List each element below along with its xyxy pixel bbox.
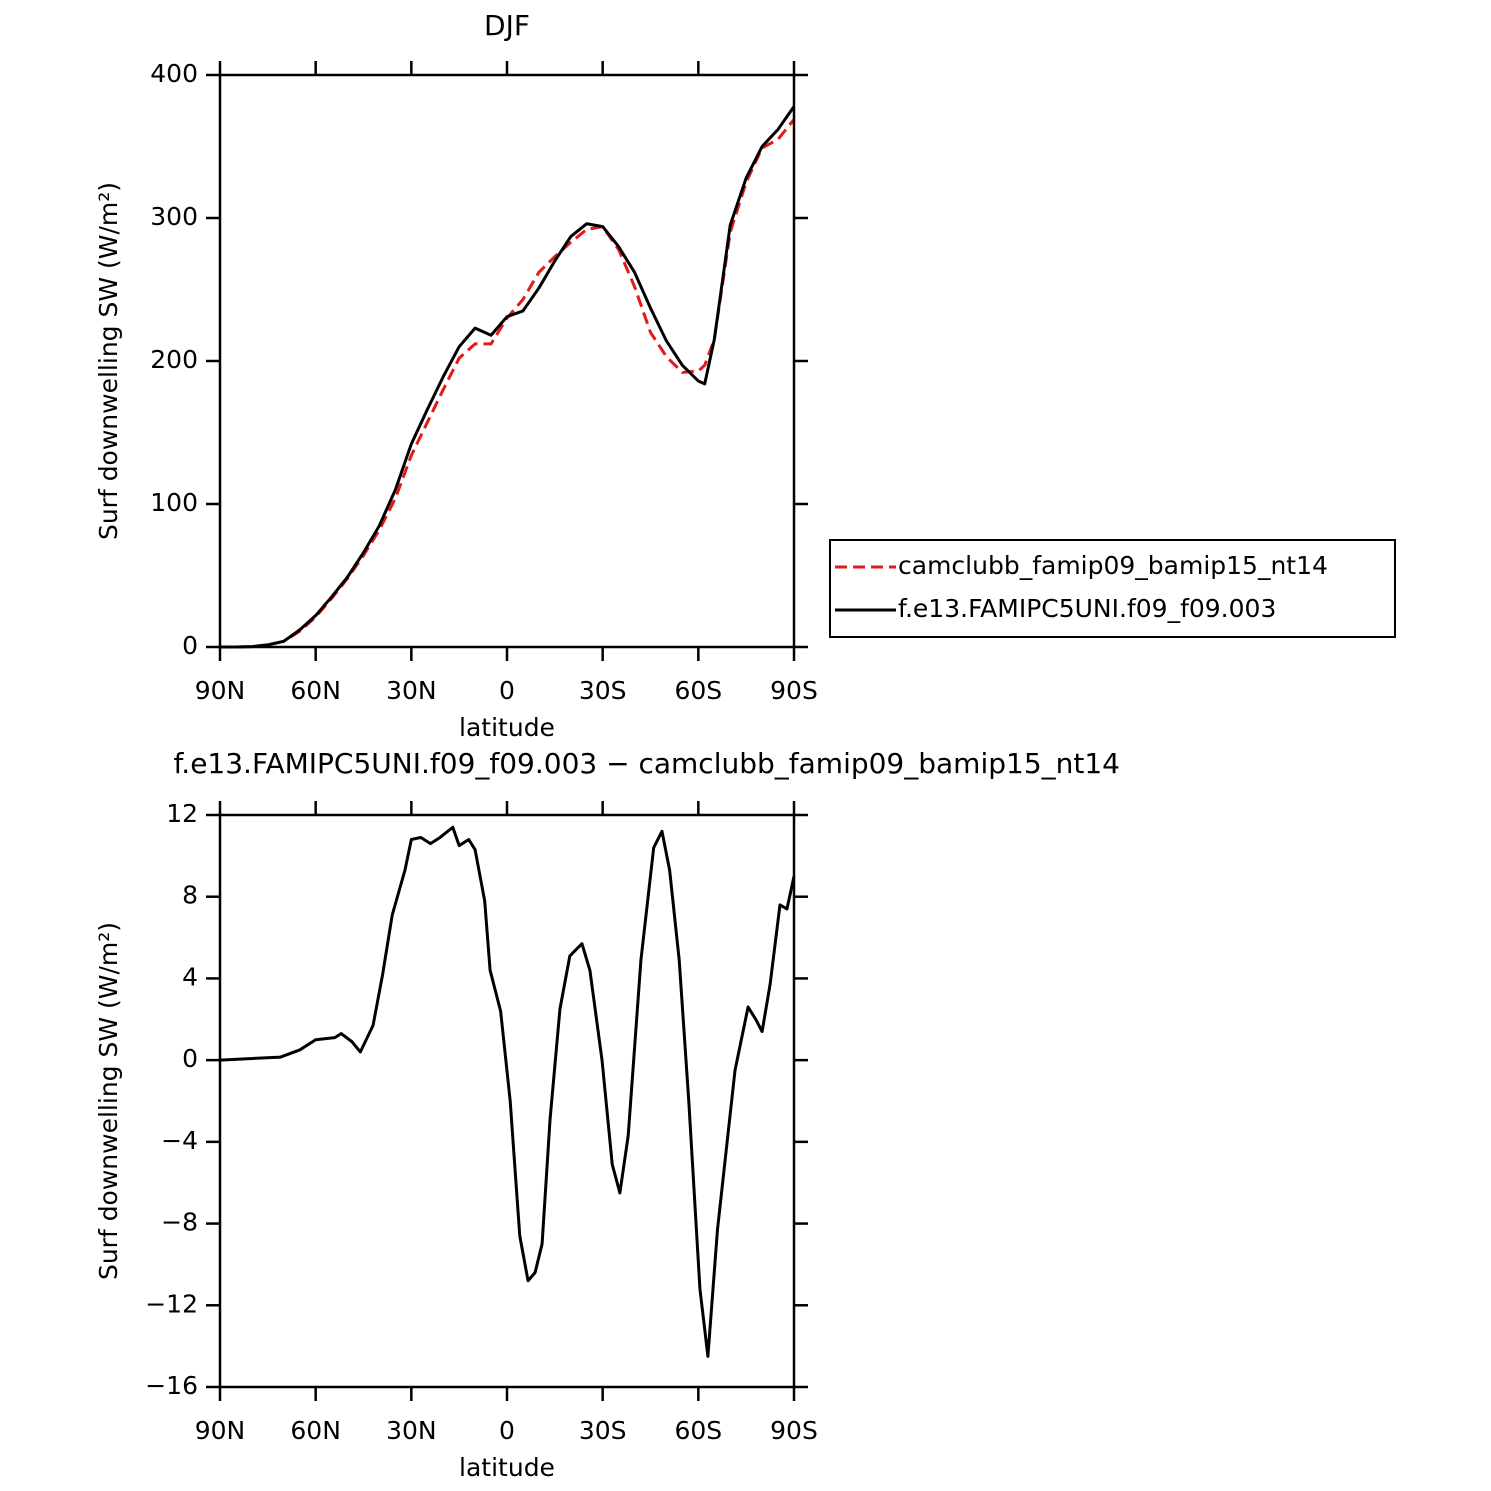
plot-frame	[218, 73, 796, 649]
chart-title: DJF	[484, 9, 530, 42]
legend-label: camclubb_famip09_bamip15_nt14	[898, 551, 1328, 580]
x-tick-label: 30N	[386, 676, 437, 705]
x-tick-label: 90S	[770, 676, 818, 705]
y-tick-label: 8	[182, 881, 198, 910]
y-tick-label: −4	[161, 1126, 198, 1155]
x-tick-label: 30S	[579, 676, 627, 705]
legend-label: f.e13.FAMIPC5UNI.f09_f09.003	[898, 594, 1276, 623]
data-line	[219, 825, 796, 1358]
x-tick-label: 90S	[770, 1416, 818, 1445]
legend-box	[829, 539, 1396, 638]
y-axis-title: Surf downwelling SW (W/m²)	[94, 922, 123, 1280]
y-axis-title: Surf downwelling SW (W/m²)	[94, 182, 123, 540]
x-tick-label: 0	[499, 1416, 515, 1445]
y-tick-label: 200	[150, 345, 198, 374]
y-tick-label: 0	[182, 631, 198, 660]
x-tick-label: 90N	[195, 1416, 246, 1445]
chart-title: f.e13.FAMIPC5UNI.f09_f09.003 − camclubb_…	[173, 747, 1120, 780]
x-axis-title: latitude	[459, 1453, 555, 1482]
y-tick-label: −12	[145, 1289, 198, 1318]
x-axis-title: latitude	[459, 713, 555, 742]
data-line	[220, 118, 796, 649]
y-tick-label: 4	[182, 962, 198, 991]
x-tick-label: 30N	[386, 1416, 437, 1445]
x-tick-label: 60S	[674, 676, 722, 705]
y-tick-label: 100	[150, 488, 198, 517]
y-tick-label: 0	[182, 1044, 198, 1073]
y-tick-label: 400	[150, 59, 198, 88]
data-line	[220, 105, 796, 649]
y-tick-label: −8	[161, 1208, 198, 1237]
y-tick-label: 12	[166, 799, 198, 828]
x-tick-label: 90N	[195, 676, 246, 705]
x-tick-label: 30S	[579, 1416, 627, 1445]
x-tick-label: 0	[499, 676, 515, 705]
x-tick-label: 60N	[290, 676, 341, 705]
y-tick-label: 300	[150, 202, 198, 231]
x-tick-label: 60S	[674, 1416, 722, 1445]
y-tick-label: −16	[145, 1371, 198, 1400]
plot-frame	[218, 813, 796, 1389]
x-tick-label: 60N	[290, 1416, 341, 1445]
